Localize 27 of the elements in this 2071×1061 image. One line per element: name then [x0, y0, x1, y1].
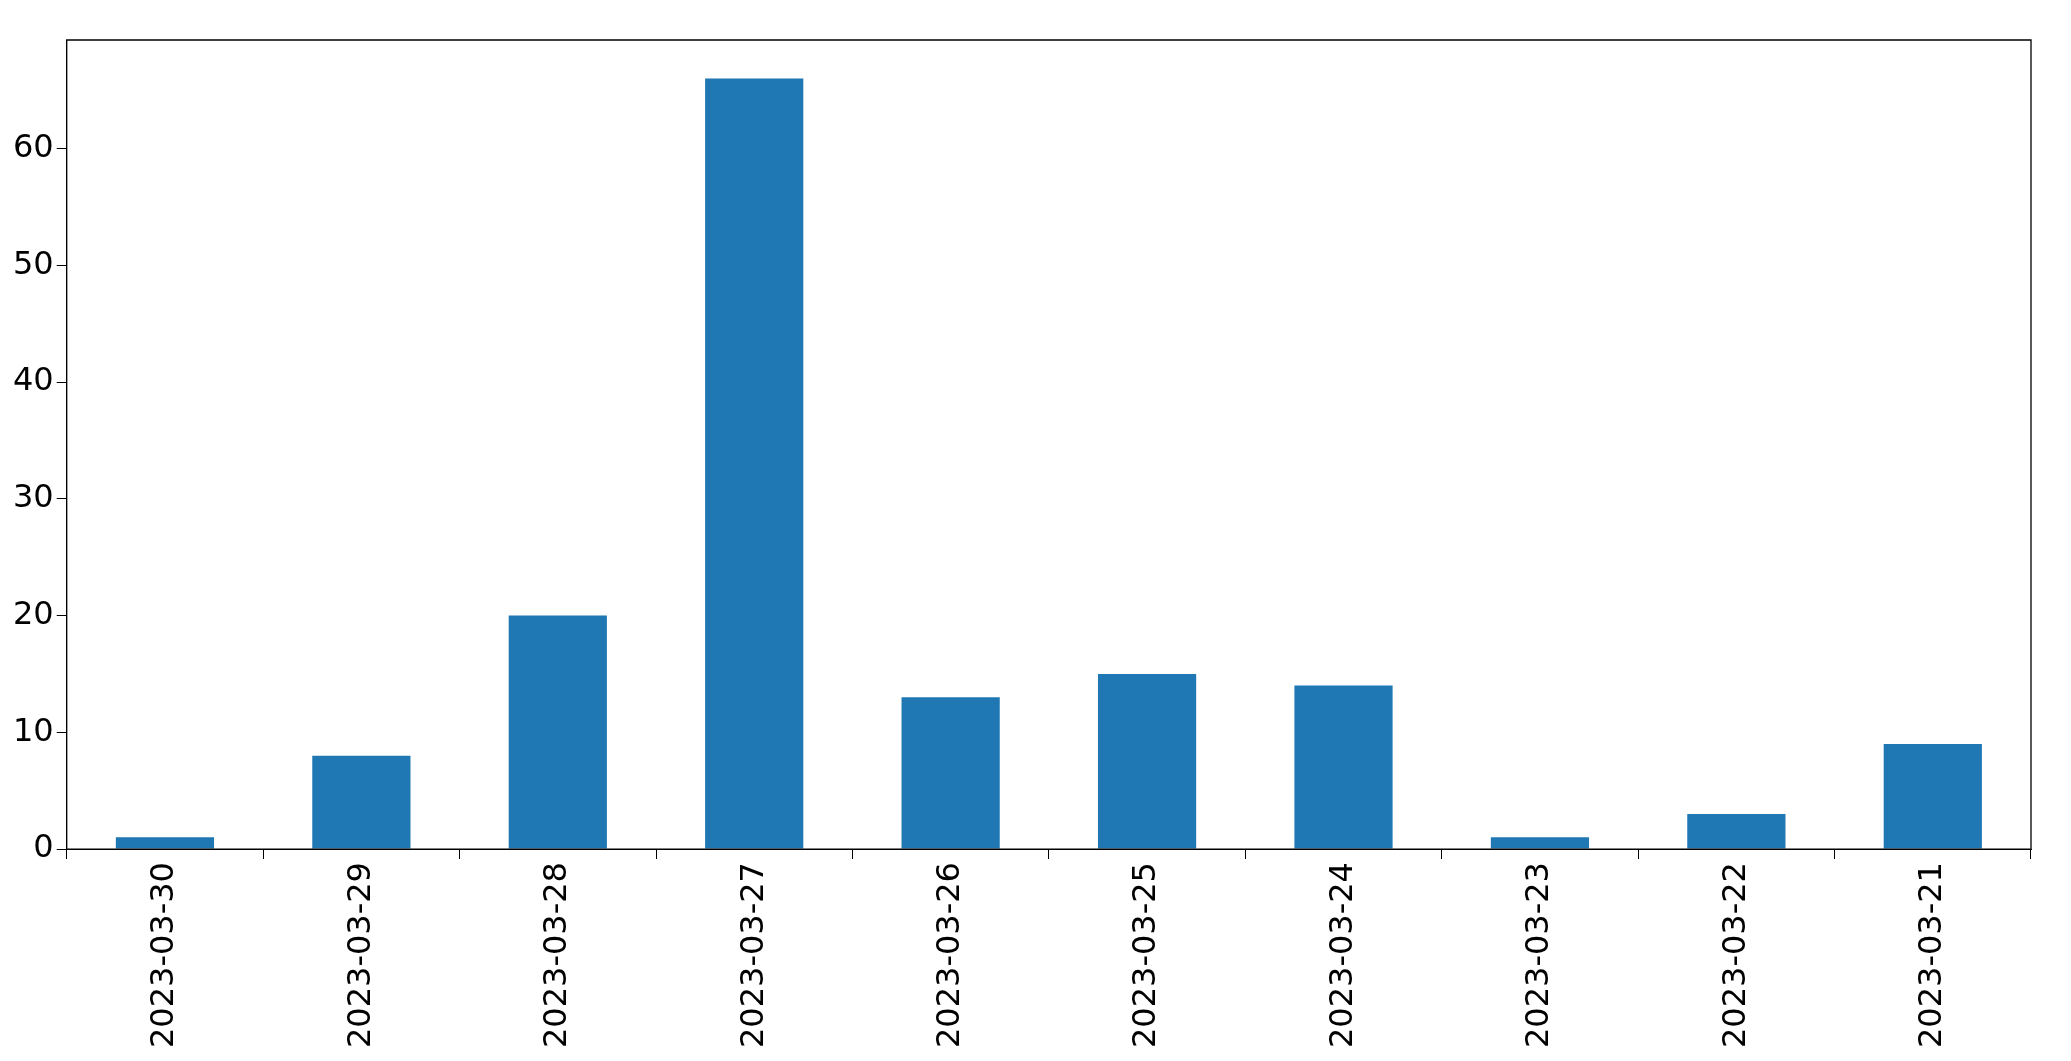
- x-tick-label: 2023-03-27: [732, 862, 771, 1048]
- bar: [1687, 814, 1786, 849]
- x-tick-label: 2023-03-26: [928, 862, 967, 1048]
- y-tick-label: 0: [33, 827, 54, 866]
- bar: [1294, 685, 1393, 849]
- x-tick-label: 2023-03-25: [1125, 862, 1164, 1048]
- x-tick-label: 2023-03-24: [1321, 862, 1360, 1048]
- bar: [1490, 837, 1590, 849]
- bar: [1883, 743, 1982, 849]
- bar: [312, 755, 411, 849]
- x-tick-label: 2023-03-23: [1518, 862, 1557, 1048]
- y-tick-label: 50: [13, 243, 54, 282]
- bar: [901, 697, 1000, 849]
- x-tick-label: 2023-03-21: [1911, 862, 1950, 1048]
- y-tick-label: 10: [13, 710, 54, 749]
- y-tick-label: 60: [13, 126, 54, 165]
- bar: [115, 837, 215, 849]
- x-tick-label: 2023-03-28: [536, 862, 575, 1048]
- y-tick-label: 30: [13, 477, 54, 516]
- x-tick-label: 2023-03-22: [1714, 862, 1753, 1048]
- y-tick-label: 40: [13, 360, 54, 399]
- bar: [508, 615, 607, 849]
- x-tick-label: 2023-03-29: [339, 862, 378, 1048]
- bar: [1097, 673, 1197, 849]
- bar: [705, 78, 804, 849]
- x-tick-label: 2023-03-30: [143, 862, 182, 1048]
- y-tick-label: 20: [13, 593, 54, 632]
